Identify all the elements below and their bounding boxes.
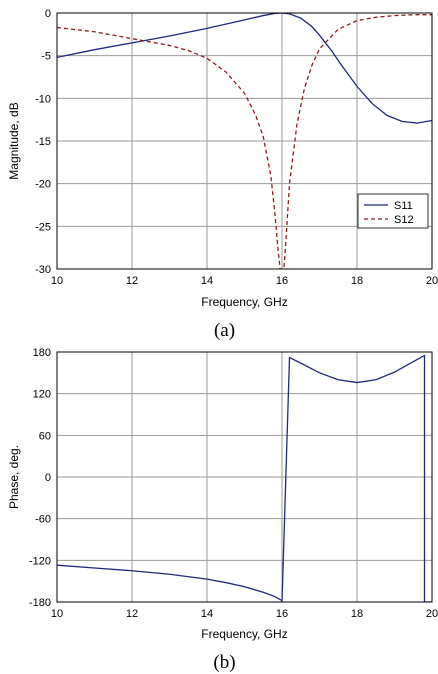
x-tick-label: 18 <box>351 608 363 620</box>
x-tick-label: 12 <box>126 275 138 287</box>
y-tick-label: -15 <box>35 136 51 148</box>
y-tick-label: -5 <box>41 51 51 63</box>
chart-a: 10 12 14 16 18 20 0 -5 -10 -15 -20 -25 -30 Frequency,… <box>7 8 438 341</box>
figure-caption: (a) <box>214 320 235 341</box>
x-tick-label: 10 <box>51 608 63 620</box>
y-tick-label: 180 <box>33 347 51 359</box>
x-tick-label: 20 <box>426 608 438 620</box>
y-tick-label: -180 <box>29 597 51 609</box>
legend-label-s11: S11 <box>394 200 413 212</box>
legend-box <box>357 193 429 229</box>
y-tick-label: -30 <box>35 264 51 276</box>
y-axis-label: Magnitude, dB <box>7 102 21 179</box>
y-tick-label: 0 <box>45 472 51 484</box>
x-tick-label: 16 <box>276 608 288 620</box>
x-axis-label: Frequency, GHz <box>201 627 287 641</box>
y-tick-label: 0 <box>45 8 51 20</box>
y-tick-label: -60 <box>35 514 51 526</box>
y-tick-label: 120 <box>33 389 51 401</box>
chart-b: 10 12 14 16 18 20 180 120 60 0 -60 -120 -180 Frequenc… <box>7 347 438 673</box>
y-tick-label: 60 <box>39 430 51 442</box>
x-tick-label: 12 <box>126 608 138 620</box>
y-tick-label: -20 <box>35 179 51 191</box>
series-line-s12 <box>57 14 432 269</box>
y-axis-label: Phase, deg. <box>7 445 21 509</box>
x-tick-label: 10 <box>51 275 63 287</box>
legend-label-s12: S12 <box>394 214 414 226</box>
x-tick-label: 14 <box>201 275 213 287</box>
y-tick-label: -25 <box>35 221 51 233</box>
x-tick-label: 16 <box>276 275 288 287</box>
y-tick-label: -10 <box>35 93 51 105</box>
plot-frame <box>56 12 433 270</box>
y-tick-label: -120 <box>29 555 51 567</box>
x-tick-label: 20 <box>426 275 438 287</box>
series-line-s11 <box>57 13 432 124</box>
x-tick-label: 18 <box>351 275 363 287</box>
x-tick-label: 14 <box>201 608 213 620</box>
x-axis-label: Frequency, GHz <box>201 295 287 309</box>
figure-caption: (b) <box>213 652 235 673</box>
plot-frame <box>56 351 433 603</box>
series-line-phase <box>57 354 432 602</box>
